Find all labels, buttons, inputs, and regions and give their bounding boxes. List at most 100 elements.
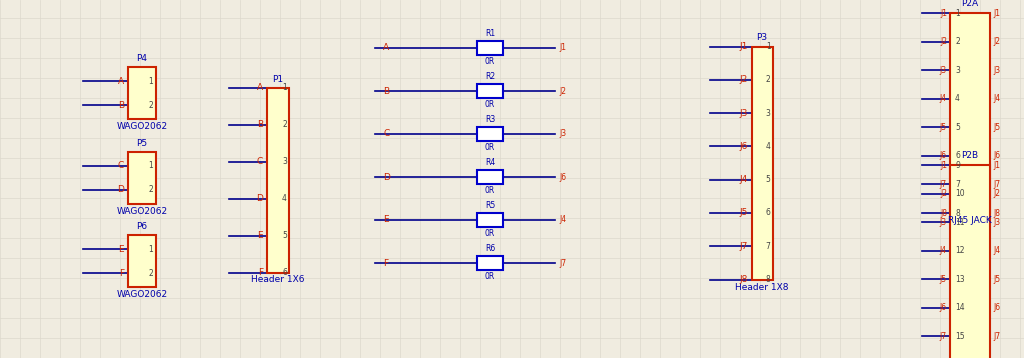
Bar [128, 235, 156, 287]
Text: B: B [118, 101, 124, 110]
Text: J2: J2 [739, 75, 748, 84]
Text: 0R: 0R [485, 272, 496, 281]
Text: J1: J1 [993, 9, 1000, 18]
Text: A: A [118, 77, 124, 86]
Text: 11: 11 [955, 218, 965, 227]
Text: D: D [117, 185, 124, 194]
Text: 10: 10 [955, 189, 965, 198]
Text: J4: J4 [940, 94, 947, 103]
Text: J7: J7 [993, 180, 1000, 189]
Text: A: A [257, 83, 263, 92]
Text: J7: J7 [739, 242, 748, 251]
Text: J6: J6 [993, 303, 1000, 313]
Text: C: C [383, 130, 389, 139]
Text: 0R: 0R [485, 186, 496, 195]
Text: C: C [118, 161, 124, 170]
Text: J2: J2 [940, 189, 947, 198]
Text: 7: 7 [955, 180, 959, 189]
Text: R2: R2 [485, 72, 495, 81]
Text: R1: R1 [485, 29, 495, 38]
Text: J5: J5 [940, 275, 947, 284]
Text: J3: J3 [559, 130, 566, 139]
Text: J7: J7 [940, 180, 947, 189]
Text: J8: J8 [739, 275, 748, 284]
Text: 9: 9 [955, 160, 959, 169]
Text: J1: J1 [559, 44, 566, 53]
Text: 0R: 0R [485, 57, 496, 66]
Text: J8: J8 [940, 208, 947, 218]
Text: 2: 2 [766, 75, 770, 84]
Text: 5: 5 [283, 231, 287, 240]
Text: 6: 6 [766, 208, 770, 217]
Text: J6: J6 [739, 142, 748, 151]
Bar [950, 13, 990, 213]
Text: P1: P1 [272, 74, 284, 83]
Text: J1: J1 [993, 160, 1000, 169]
Text: 0R: 0R [485, 143, 496, 152]
Text: P2A: P2A [962, 0, 979, 8]
Text: P4: P4 [136, 54, 147, 63]
Text: J1: J1 [940, 9, 947, 18]
Text: J4: J4 [739, 175, 748, 184]
Text: F: F [383, 258, 388, 267]
Text: 5: 5 [766, 175, 770, 184]
Text: 1: 1 [148, 161, 153, 170]
Text: J6: J6 [559, 173, 566, 182]
Text: J8: J8 [993, 208, 1000, 218]
Text: 4: 4 [955, 94, 959, 103]
Text: 2: 2 [148, 268, 153, 277]
Text: 5: 5 [955, 123, 959, 132]
Text: Header 1X6: Header 1X6 [251, 276, 305, 285]
Text: J4: J4 [993, 246, 1000, 255]
Text: 6: 6 [283, 268, 287, 277]
Text: D: D [383, 173, 390, 182]
Text: J3: J3 [739, 108, 748, 117]
Text: B: B [383, 87, 389, 96]
Text: J7: J7 [940, 332, 947, 341]
Text: C: C [257, 157, 263, 166]
Text: 7: 7 [766, 242, 770, 251]
Text: J3: J3 [993, 66, 1000, 74]
Text: J3: J3 [940, 218, 947, 227]
Text: F: F [258, 268, 263, 277]
Bar [477, 170, 503, 184]
Text: 12: 12 [955, 246, 965, 255]
Text: 6: 6 [955, 151, 959, 160]
Bar [128, 67, 156, 119]
Text: J4: J4 [940, 246, 947, 255]
Text: 1: 1 [955, 9, 959, 18]
Text: E: E [119, 245, 124, 253]
Text: J6: J6 [940, 151, 947, 160]
Text: J3: J3 [940, 66, 947, 74]
Bar [477, 256, 503, 270]
Text: 3: 3 [955, 66, 959, 74]
Text: WAGO2062: WAGO2062 [117, 122, 168, 131]
Text: A: A [383, 44, 389, 53]
Text: F: F [119, 268, 124, 277]
Bar [267, 87, 289, 272]
Text: P6: P6 [136, 222, 147, 231]
Text: J3: J3 [993, 218, 1000, 227]
Text: 0R: 0R [485, 100, 496, 109]
Text: B: B [257, 120, 263, 129]
Text: WAGO2062: WAGO2062 [117, 290, 168, 299]
Text: R6: R6 [485, 244, 496, 253]
Text: J7: J7 [993, 332, 1000, 341]
Text: J6: J6 [940, 303, 947, 313]
Text: R5: R5 [485, 201, 496, 210]
Bar [477, 213, 503, 227]
Text: 4: 4 [283, 194, 287, 203]
Text: 13: 13 [955, 275, 965, 284]
Text: P3: P3 [757, 34, 768, 43]
Text: J4: J4 [993, 94, 1000, 103]
Text: R3: R3 [485, 115, 496, 124]
Text: J7: J7 [559, 258, 566, 267]
Bar [752, 47, 772, 280]
Text: J5: J5 [993, 123, 1000, 132]
Text: E: E [383, 216, 389, 224]
Bar [950, 165, 990, 358]
Bar [477, 41, 503, 55]
Text: 14: 14 [955, 303, 965, 313]
Text: 0R: 0R [485, 229, 496, 238]
Text: J1: J1 [739, 42, 748, 51]
